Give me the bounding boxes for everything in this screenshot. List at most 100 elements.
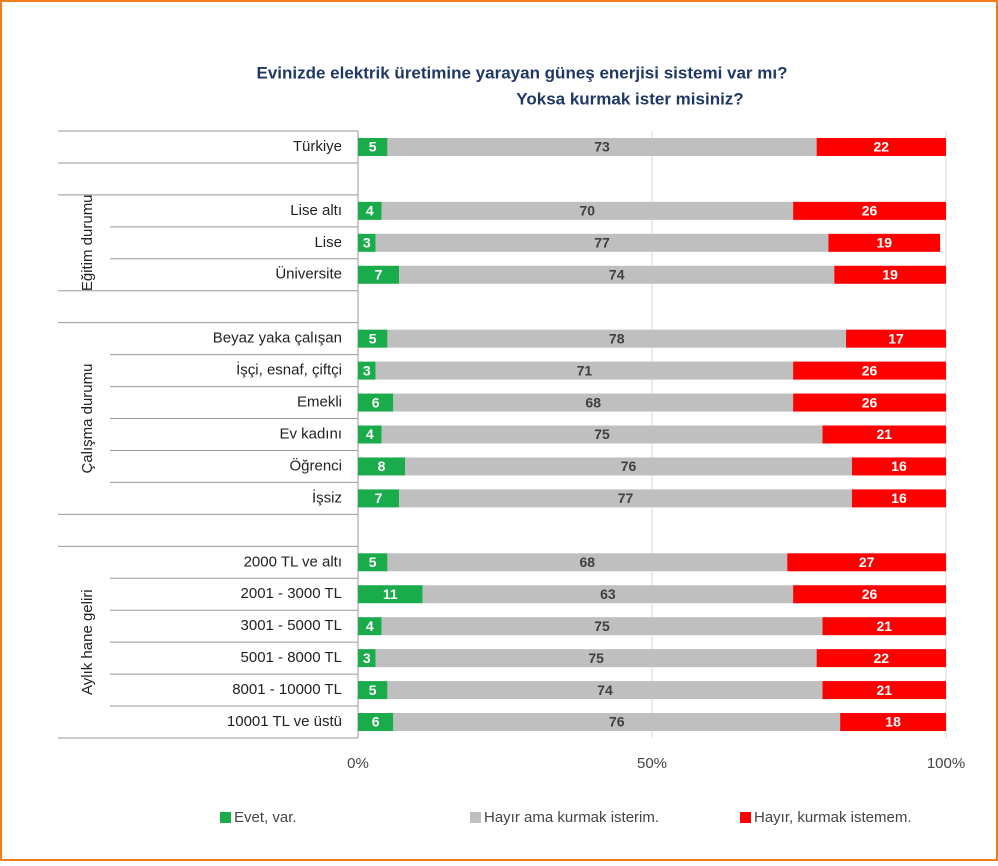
bar-segment [358, 713, 394, 732]
data-label: 19 [876, 235, 892, 251]
bar-segment [816, 649, 946, 668]
data-label: 3 [363, 650, 371, 666]
data-label: 26 [862, 394, 878, 410]
bar-segment [358, 233, 376, 252]
bar-segment [358, 649, 376, 668]
x-tick-label: 50% [637, 755, 667, 772]
bar-segment [358, 585, 423, 604]
data-label: 76 [621, 458, 637, 474]
data-label: 5 [369, 554, 377, 570]
bar-segment [399, 265, 835, 284]
data-label: 26 [862, 586, 878, 602]
bar-segment [375, 361, 794, 380]
bar-segment [358, 457, 406, 476]
bar-segment [358, 489, 400, 508]
legend-label: Evet, var. [234, 809, 297, 826]
data-label: 77 [594, 235, 610, 251]
y-tick-label: Türkiye [293, 138, 342, 155]
y-tick-label: İşçi, esnaf, çiftçi [236, 361, 342, 379]
data-label: 21 [876, 618, 892, 634]
legend-label: Hayır, kurmak istemem. [754, 809, 912, 826]
bar-segment [422, 585, 794, 604]
data-label: 70 [580, 203, 596, 219]
data-label: 68 [585, 394, 601, 410]
y-tick-label: 10001 TL ve üstü [227, 713, 342, 730]
data-label: 4 [366, 618, 374, 634]
data-label: 77 [618, 490, 634, 506]
bar-segment [822, 681, 946, 700]
data-label: 26 [862, 362, 878, 378]
bar-segment [387, 681, 823, 700]
data-label: 16 [891, 458, 907, 474]
bar-segment [387, 329, 847, 348]
data-label: 6 [372, 394, 380, 410]
group-label: Aylık hane geliri [79, 589, 96, 695]
legend-swatch [220, 812, 231, 823]
data-label: 17 [888, 330, 904, 346]
bar-segment [387, 553, 788, 572]
bar-segment [851, 457, 946, 476]
y-tick-label: İşsiz [312, 488, 342, 506]
bar-segment [834, 265, 946, 284]
y-tick-label: Lise altı [290, 202, 342, 219]
data-label: 22 [874, 650, 890, 666]
bar-segment [822, 617, 946, 636]
data-label: 7 [375, 266, 383, 282]
data-label: 75 [588, 650, 604, 666]
bar-segment [358, 265, 400, 284]
bar-segment [828, 233, 941, 252]
bar-segment [793, 361, 946, 380]
data-label: 4 [366, 426, 374, 442]
bar-segment [822, 425, 946, 444]
data-label: 11 [383, 586, 398, 602]
legend-swatch [470, 812, 481, 823]
y-tick-label: Emekli [297, 394, 342, 411]
bar-segment [793, 585, 946, 604]
data-label: 27 [859, 554, 875, 570]
data-label: 4 [366, 203, 374, 219]
bar-segment [793, 393, 946, 412]
bar-segment [358, 361, 376, 380]
y-tick-label: Üniversite [275, 265, 342, 283]
bar-segment [387, 137, 817, 156]
data-label: 7 [375, 490, 383, 506]
bar-segment [399, 489, 852, 508]
data-label: 22 [874, 139, 890, 155]
bar-segment [358, 425, 382, 444]
bar-segment [851, 489, 946, 508]
chart-title: Yoksa kurmak ister misiniz? [516, 89, 743, 108]
data-label: 21 [876, 426, 892, 442]
y-tick-label: Beyaz yaka çalışan [213, 330, 342, 347]
data-label: 5 [369, 139, 377, 155]
bar-segment [793, 201, 946, 220]
data-label: 5 [369, 682, 377, 698]
bar-segment [816, 137, 946, 156]
legend-swatch [740, 812, 751, 823]
data-label: 68 [580, 554, 596, 570]
data-label: 3 [363, 362, 371, 378]
data-label: 73 [594, 139, 610, 155]
bar-segment [787, 553, 946, 572]
data-label: 26 [862, 203, 878, 219]
x-tick-label: 100% [927, 755, 965, 772]
data-label: 6 [372, 714, 380, 730]
data-label: 63 [600, 586, 616, 602]
bar-segment [358, 201, 382, 220]
bar-segment [358, 681, 388, 700]
bar-segment [375, 233, 829, 252]
data-label: 8 [378, 458, 386, 474]
bar-segment [358, 553, 388, 572]
bar-segment [405, 457, 852, 476]
data-label: 21 [876, 682, 892, 698]
bar-segment [381, 201, 794, 220]
bar-segment [393, 393, 794, 412]
chart-title: Evinizde elektrik üretimine yarayan güne… [256, 63, 787, 82]
bar-segment [358, 617, 382, 636]
data-label: 76 [609, 714, 625, 730]
data-label: 19 [882, 266, 898, 282]
bar-segment [840, 713, 946, 732]
bar-segment [358, 137, 388, 156]
legend-label: Hayır ama kurmak isterim. [484, 809, 659, 826]
data-label: 75 [594, 618, 610, 634]
